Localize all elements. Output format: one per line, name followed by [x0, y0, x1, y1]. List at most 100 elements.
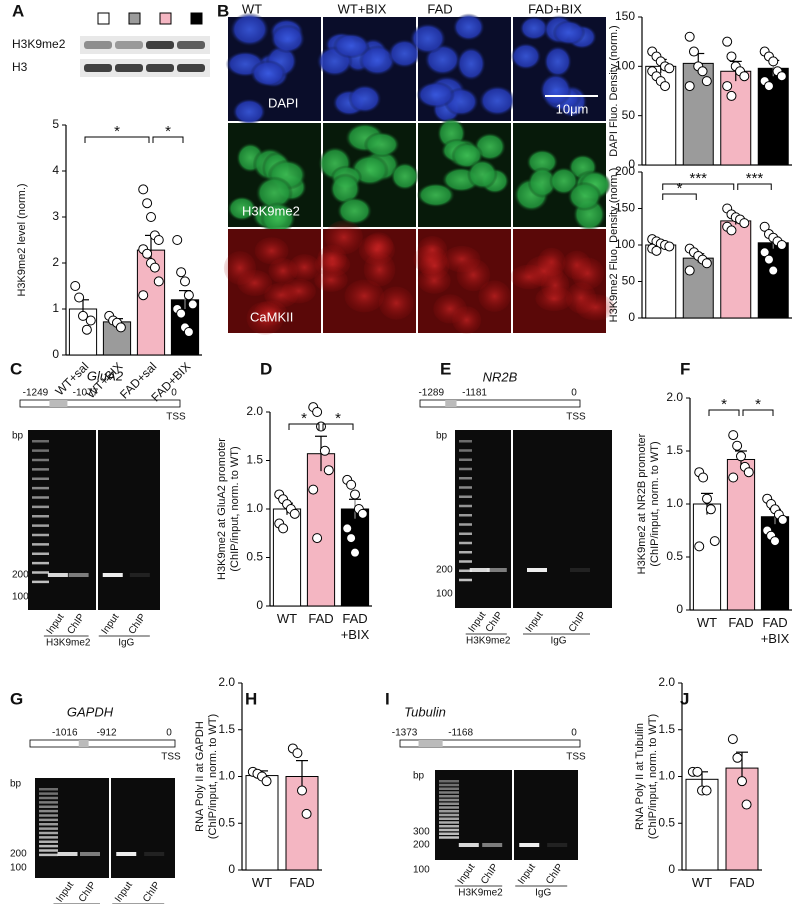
y-tick-label: 0.5	[658, 815, 675, 829]
decoration	[459, 523, 472, 526]
data-point	[346, 479, 357, 490]
decoration	[250, 60, 287, 87]
decoration	[390, 162, 420, 191]
y-tick-label: 1.0	[218, 769, 235, 783]
decoration	[433, 294, 467, 324]
promoter-coordinate: 0	[166, 728, 172, 739]
data-point	[176, 308, 187, 319]
data-point	[261, 776, 272, 787]
y-tick-label: 2.0	[218, 675, 235, 689]
x-tick-label: FAD	[289, 875, 314, 890]
y-tick-label: 100	[615, 59, 635, 73]
decoration	[129, 573, 150, 577]
decoration	[84, 41, 112, 49]
y-axis-label: (ChIP/input, norm. to WT)	[649, 441, 661, 566]
data-point	[722, 81, 733, 92]
decoration	[439, 795, 459, 798]
decoration	[439, 780, 459, 783]
bar	[720, 220, 752, 319]
data-point	[350, 547, 360, 558]
decoration	[32, 468, 49, 471]
data-point	[153, 235, 164, 245]
decoration	[115, 41, 143, 49]
decoration	[459, 532, 472, 535]
data-point	[664, 241, 675, 252]
decoration	[28, 430, 160, 610]
lane-label: ChIP	[127, 612, 149, 637]
decoration	[39, 788, 58, 791]
data-point	[312, 533, 323, 544]
data-point	[759, 221, 770, 232]
decoration	[32, 458, 49, 462]
decoration	[416, 81, 456, 109]
bp-label: bp	[413, 771, 425, 782]
decoration	[32, 552, 49, 555]
decoration	[232, 98, 266, 125]
decoration	[329, 173, 361, 205]
decoration	[363, 131, 400, 158]
decoration	[288, 254, 320, 281]
data-point	[727, 734, 738, 745]
decoration	[317, 244, 347, 273]
y-tick-label: 1.0	[246, 501, 263, 515]
decoration	[459, 458, 472, 461]
data-point	[726, 51, 737, 62]
decoration	[459, 449, 472, 452]
decoration	[459, 560, 472, 563]
data-point	[85, 315, 96, 326]
data-point	[297, 785, 307, 796]
x-tick-label: FAD+BIX	[761, 615, 790, 646]
significance-label: *	[335, 410, 341, 427]
data-point	[308, 484, 319, 495]
data-point	[763, 254, 774, 265]
significance-label: *	[721, 396, 727, 413]
y-axis-label: RNA Poly II at Tubulin	[634, 723, 646, 830]
decoration	[439, 802, 459, 805]
lane-group-label: IgG	[118, 638, 134, 649]
significance-label: ***	[746, 170, 764, 187]
bar	[245, 775, 279, 871]
decoration	[177, 41, 205, 49]
decoration	[32, 496, 49, 499]
decoration	[482, 843, 503, 847]
data-point	[763, 81, 774, 92]
data-point	[705, 504, 716, 515]
data-point	[138, 290, 149, 301]
decoration	[29, 739, 176, 748]
data-point	[187, 299, 198, 310]
data-point	[357, 508, 368, 519]
data-point	[142, 198, 153, 209]
gene-name: GAPDH	[67, 704, 114, 719]
decoration	[39, 844, 58, 848]
decoration	[409, 23, 447, 55]
decoration	[102, 573, 123, 577]
promoter-coordinate: -1077	[73, 388, 99, 399]
decoration	[344, 279, 385, 313]
decoration	[459, 569, 472, 572]
decoration	[39, 823, 58, 826]
row-label: DAPI	[268, 95, 298, 110]
decoration	[39, 805, 58, 808]
decoration	[39, 840, 58, 843]
bp-label: bp	[12, 431, 24, 442]
decoration	[255, 176, 294, 210]
decoration	[455, 430, 612, 608]
panel-label: B	[217, 1, 229, 20]
decoration	[452, 13, 485, 41]
decoration	[358, 234, 395, 266]
marker-label: 300	[413, 827, 430, 838]
decoration	[39, 831, 58, 835]
data-point	[692, 766, 703, 777]
y-tick-label: 1.5	[218, 722, 235, 736]
data-point	[777, 514, 788, 525]
y-tick-label: 150	[615, 201, 635, 215]
row-label: H3K9me2	[242, 203, 300, 218]
decoration	[459, 440, 472, 443]
y-axis-label: (ChIP/input, norm. to WT)	[647, 714, 659, 839]
marker-label: 100	[12, 592, 29, 603]
y-tick-label: 3	[52, 209, 59, 223]
panel-label: D	[260, 359, 272, 378]
decoration	[439, 813, 459, 817]
decoration	[662, 193, 697, 200]
